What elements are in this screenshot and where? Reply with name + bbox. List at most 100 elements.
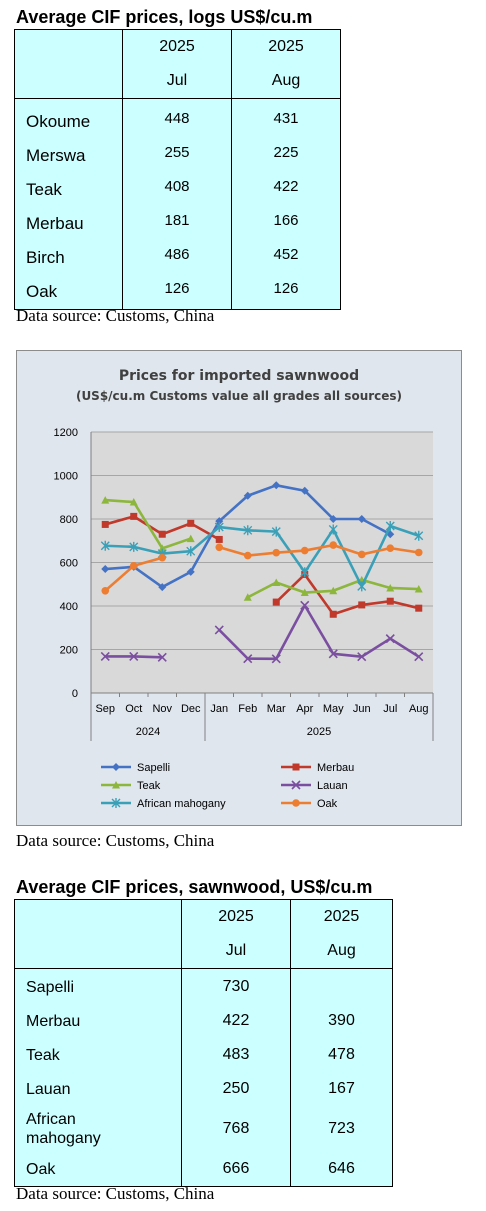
data-point	[271, 654, 281, 664]
data-point	[215, 535, 223, 543]
data-point	[415, 604, 423, 612]
data-point	[329, 515, 338, 523]
data-point	[158, 530, 166, 538]
chart-subtitle: (US$/cu.m Customs value all grades all s…	[76, 389, 402, 403]
table-body: Okoume Merswa Teak Merbau Birch Oak 448 …	[14, 98, 341, 310]
series-line	[218, 604, 420, 661]
data-point	[271, 526, 281, 537]
chart-source-note: Data source: Customs, China	[16, 831, 215, 850]
data-point	[157, 652, 167, 662]
series-merbau	[101, 512, 423, 618]
cell-value: 768	[222, 1120, 250, 1137]
series-african-mahogany	[100, 520, 424, 592]
data-point	[272, 578, 281, 587]
data-point	[187, 519, 195, 527]
logs-source-note: Data source: Customs, China	[16, 306, 215, 325]
data-point	[158, 544, 167, 552]
x-tick-label: May	[323, 703, 344, 715]
cell-value: 250	[222, 1080, 250, 1097]
data-point	[186, 567, 195, 576]
data-point	[357, 581, 367, 592]
jul-column: 448 255 408 181 486 126	[122, 98, 232, 310]
table-header-row: 2025 Jul 2025 Aug	[14, 29, 341, 99]
data-point	[300, 546, 309, 555]
y-tick-label: 1000	[54, 471, 78, 483]
series-line	[218, 543, 419, 557]
row-label: African mahogany	[26, 1111, 101, 1147]
y-tick-label: 400	[60, 601, 78, 613]
data-point	[243, 551, 252, 560]
cell-value: 181	[164, 212, 190, 229]
x-tick-label: Apr	[296, 703, 313, 715]
data-point	[101, 586, 110, 595]
row-label: Teak	[26, 180, 62, 199]
table-header-row: 2025 Jul 2025 Aug	[14, 899, 393, 969]
header-year: 2025	[323, 908, 360, 925]
data-point	[328, 524, 338, 535]
data-point	[101, 565, 110, 574]
header-year: 2025	[159, 38, 195, 55]
data-point	[300, 588, 309, 597]
cell-value: 255	[164, 144, 190, 161]
x-tick-label: Dec	[181, 703, 201, 715]
chart-canvas: Prices for imported sawnwood (US$/cu.m C…	[54, 368, 434, 810]
y-tick-label: 1200	[54, 427, 78, 439]
cell-value: 167	[328, 1080, 355, 1097]
sawn-title: Average CIF prices, sawnwood, US$/cu.m	[16, 877, 373, 897]
data-point	[414, 530, 424, 541]
data-point	[329, 610, 337, 618]
corner-cell	[14, 29, 123, 99]
header-month: Jul	[225, 942, 247, 959]
header-month: Aug	[327, 942, 356, 959]
legend-marker	[112, 781, 120, 789]
data-point	[100, 651, 110, 662]
header-aug: 2025 Aug	[231, 29, 341, 99]
data-point	[186, 546, 196, 557]
data-point	[358, 601, 366, 609]
legend-item: Lauan	[281, 780, 348, 792]
cell-value: 126	[273, 280, 299, 297]
cell-value: 723	[328, 1120, 355, 1137]
x-tick-label: Oct	[125, 703, 142, 715]
data-point	[357, 515, 366, 523]
data-point	[129, 651, 139, 662]
row-label: Oak	[26, 1160, 56, 1178]
data-point	[328, 649, 338, 659]
cell-value: 730	[222, 978, 250, 995]
legend-marker	[291, 780, 301, 790]
legend-marker	[292, 799, 300, 807]
data-point	[329, 586, 338, 595]
data-point	[386, 530, 395, 539]
data-point	[300, 600, 310, 610]
year-group-label: 2025	[307, 726, 331, 738]
cell-value: 422	[273, 178, 299, 195]
x-tick-label: Jun	[353, 703, 371, 715]
data-point	[129, 541, 139, 552]
row-label: Merswa	[26, 146, 86, 165]
data-point	[243, 593, 252, 601]
cell-value: 225	[273, 144, 299, 161]
cell-value: 448	[164, 110, 190, 127]
row-label: Sapelli	[26, 978, 75, 996]
header-jul: 2025 Jul	[122, 29, 232, 99]
cell-value: 483	[222, 1046, 250, 1063]
data-point	[414, 548, 423, 557]
legend-marker	[111, 798, 121, 808]
aug-column: 431 225 422 166 452 126	[231, 98, 341, 310]
legend-item: African mahogany	[101, 798, 226, 810]
x-tick-label: Jul	[383, 703, 397, 715]
data-point	[386, 583, 395, 592]
x-tick-label: Sep	[95, 703, 115, 715]
cell-value: 408	[164, 178, 190, 195]
data-point	[386, 597, 394, 605]
data-point	[243, 525, 253, 536]
y-tick-label: 0	[72, 688, 78, 700]
row-label: Oak	[26, 282, 58, 301]
data-point	[385, 634, 395, 644]
cell-value: 486	[164, 246, 190, 263]
data-point	[243, 654, 253, 664]
data-point	[329, 541, 338, 549]
x-tick-label: Jan	[210, 703, 228, 715]
cell-value: 646	[328, 1160, 355, 1177]
row-label: Birch	[26, 248, 65, 267]
